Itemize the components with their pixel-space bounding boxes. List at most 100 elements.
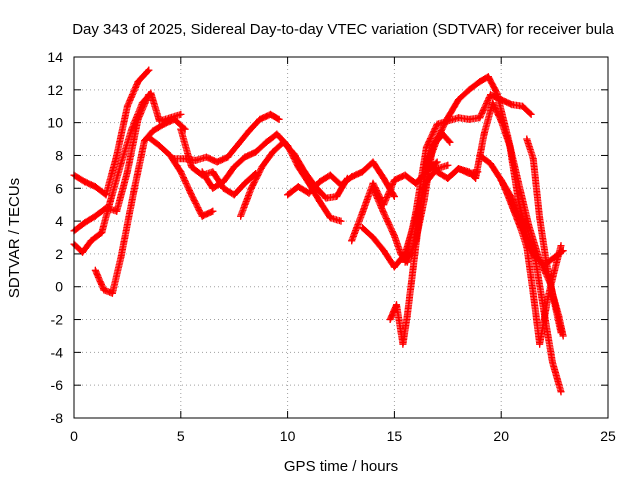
data-point <box>484 73 492 81</box>
data-point <box>213 158 221 166</box>
data-point <box>322 194 330 202</box>
data-point <box>108 289 116 297</box>
data-point <box>106 197 114 205</box>
data-point <box>256 115 264 123</box>
y-tick-label: 10 <box>47 115 63 131</box>
data-point <box>465 170 473 178</box>
data-point <box>230 163 238 171</box>
data-point <box>177 125 185 133</box>
data-point <box>386 316 394 324</box>
data-point <box>504 191 512 199</box>
data-point <box>301 168 309 176</box>
data-point <box>145 133 153 141</box>
data-point <box>444 114 452 122</box>
data-point <box>474 168 482 176</box>
data-point <box>506 142 514 150</box>
series-arc-10 <box>284 158 398 200</box>
data-point <box>187 191 195 199</box>
data-point <box>145 91 153 99</box>
data-point <box>497 117 505 125</box>
data-point <box>555 312 563 320</box>
data-point <box>446 138 454 146</box>
data-point <box>91 183 99 191</box>
data-point <box>220 178 228 186</box>
data-point <box>294 183 302 191</box>
data-point <box>444 161 452 169</box>
data-point <box>113 151 121 159</box>
data-point <box>348 173 356 181</box>
data-point <box>337 181 345 189</box>
data-point <box>401 171 409 179</box>
data-point <box>390 192 398 200</box>
data-point <box>399 340 407 348</box>
data-point <box>422 143 430 151</box>
data-point <box>98 229 106 237</box>
data-point <box>497 176 505 184</box>
plot-frame <box>73 56 609 419</box>
data-point <box>81 219 89 227</box>
data-point <box>192 156 200 164</box>
data-point <box>202 153 210 161</box>
data-point <box>100 286 108 294</box>
data-point <box>476 151 484 159</box>
data-point <box>358 168 366 176</box>
y-tick-label: -4 <box>51 344 64 360</box>
data-point <box>149 127 157 135</box>
data-point <box>305 189 313 197</box>
data-point <box>123 168 131 176</box>
data-point <box>117 253 125 261</box>
data-point <box>536 214 544 222</box>
data-point <box>209 184 217 192</box>
data-point <box>523 243 531 251</box>
data-point <box>326 171 334 179</box>
data-point <box>454 114 462 122</box>
data-point <box>177 110 185 118</box>
data-point <box>290 150 298 158</box>
data-point <box>369 234 377 241</box>
data-point <box>548 358 556 366</box>
data-point <box>155 142 163 150</box>
data-point <box>91 266 99 274</box>
data-point <box>557 242 565 250</box>
x-tick-label: 20 <box>493 428 509 444</box>
data-point <box>267 110 275 118</box>
data-point <box>516 224 524 232</box>
data-point <box>433 158 441 166</box>
y-tick-label: -6 <box>51 377 64 393</box>
data-point <box>123 102 131 110</box>
x-tick-label: 25 <box>600 428 616 444</box>
data-point <box>224 153 232 161</box>
data-point <box>393 301 401 309</box>
series-arc-21 <box>523 135 567 340</box>
data-point <box>241 153 249 161</box>
data-point <box>523 135 531 143</box>
data-point <box>493 89 501 97</box>
data-point <box>198 212 206 220</box>
data-point <box>102 204 110 212</box>
data-point <box>527 110 535 118</box>
data-point <box>252 148 260 156</box>
data-point <box>170 155 178 163</box>
data-point <box>230 191 238 199</box>
data-point <box>422 155 430 163</box>
data-point <box>241 179 249 187</box>
data-point <box>262 138 270 146</box>
data-point <box>559 332 567 340</box>
data-point <box>444 174 452 182</box>
data-point <box>390 176 398 184</box>
data-point <box>433 135 441 143</box>
x-tick-label: 0 <box>70 428 78 444</box>
data-point <box>170 115 178 123</box>
data-point <box>284 191 292 199</box>
data-point <box>433 168 441 176</box>
axis-ticks <box>73 56 609 419</box>
data-point <box>433 120 441 128</box>
data-point <box>487 91 495 99</box>
y-tick-label: -2 <box>51 312 64 328</box>
data-point <box>145 66 153 74</box>
y-tick-label: 0 <box>55 279 63 295</box>
tick-labels: 0 5 10 15 20 25 -8 -6 -4 -2 0 2 4 6 8 10 12 14 <box>47 49 616 444</box>
data-point <box>81 178 89 186</box>
y-tick-label: 14 <box>47 49 63 65</box>
data-point <box>557 388 565 396</box>
